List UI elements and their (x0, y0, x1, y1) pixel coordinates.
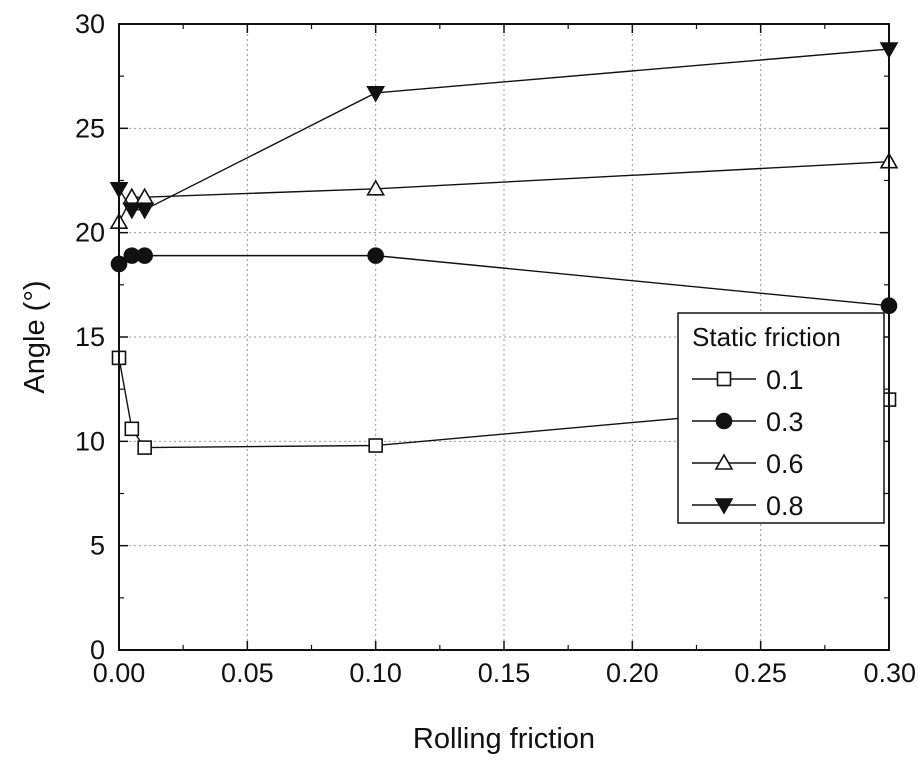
data-point (368, 438, 383, 453)
legend-entry-0.1: 0.1 (692, 365, 804, 395)
data-point (367, 247, 384, 264)
y-tick-label: 25 (75, 113, 105, 143)
legend-entries: 0.1 0.3 0.6 0.8 (692, 365, 804, 521)
legend-marker (716, 371, 732, 387)
data-point (136, 247, 153, 264)
y-tick-label: 20 (75, 218, 105, 248)
legend: Static friction 0.1 0.3 0.6 0.8 (677, 312, 885, 524)
grid-lines (119, 24, 889, 650)
legend-box (677, 312, 885, 524)
tick-labels: 0.00 0.05 0.10 0.15 0.20 0.25 0.30 0 5 10 15 20 25 30 (75, 9, 916, 688)
y-tick-label: 5 (90, 531, 105, 561)
legend-marker (715, 412, 733, 430)
legend-label: 0.6 (766, 449, 804, 479)
series-layer (109, 42, 899, 455)
legend-label: 0.1 (766, 365, 804, 395)
data-point (122, 202, 142, 220)
legend-label: 0.3 (766, 407, 804, 437)
x-tick-label: 0.10 (349, 658, 402, 688)
axis-ticks (118, 23, 890, 651)
x-tick-label: 0.30 (863, 658, 916, 688)
x-tick-label: 0.25 (734, 658, 787, 688)
data-point (135, 187, 155, 204)
data-point (366, 179, 386, 196)
data-point (135, 202, 155, 220)
data-point (124, 421, 140, 437)
y-tick-label: 10 (75, 426, 105, 456)
x-tick-label: 0.05 (221, 658, 274, 688)
x-tick-label: 0.15 (478, 658, 531, 688)
data-point (366, 86, 386, 103)
x-tick-label: 0.20 (606, 658, 659, 688)
series-0.1 (111, 350, 897, 455)
legend-entry-0.3: 0.3 (692, 407, 804, 437)
y-tick-label: 15 (75, 322, 105, 352)
y-tick-label: 30 (75, 9, 105, 39)
series-0.8 (109, 42, 899, 220)
x-tick-label: 0.00 (93, 658, 146, 688)
legend-label: 0.8 (766, 491, 804, 521)
x-axis-title: Rolling friction (413, 723, 595, 755)
legend-entry-0.6: 0.6 (692, 449, 804, 479)
legend-title: Static friction (692, 322, 841, 352)
legend-marker (714, 498, 734, 515)
legend-marker (714, 453, 734, 470)
legend-entry-0.8: 0.8 (692, 491, 804, 521)
data-point (137, 440, 152, 455)
y-tick-label: 0 (90, 635, 105, 665)
y-axis-title: Angle (°) (19, 280, 51, 393)
